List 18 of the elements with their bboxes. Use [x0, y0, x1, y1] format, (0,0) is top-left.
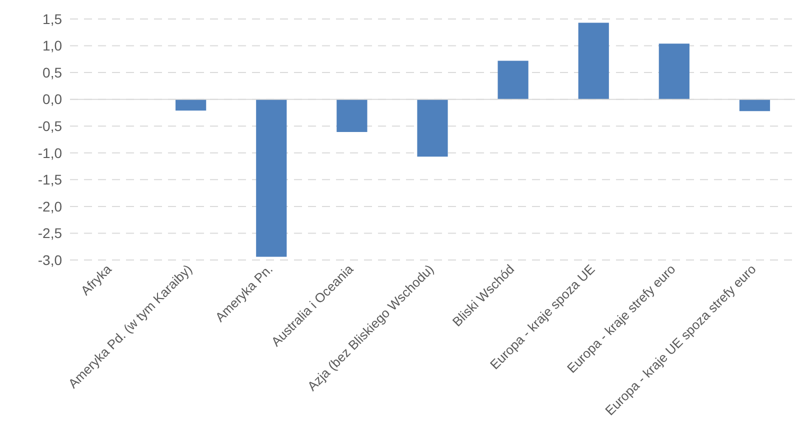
bar [176, 99, 206, 111]
bar [336, 99, 368, 132]
y-tick-label: -2,0 [38, 198, 62, 214]
bar [417, 99, 448, 157]
bar [578, 22, 609, 100]
y-tick-label: -1,5 [38, 172, 62, 188]
y-tick-label: 0,5 [42, 64, 62, 80]
bar [739, 99, 770, 112]
y-tick-label: -3,0 [38, 252, 62, 268]
bar [658, 44, 690, 100]
y-tick-label: 1,5 [42, 10, 62, 27]
y-tick-label: -0,5 [38, 118, 62, 134]
bar [498, 60, 528, 100]
bar [256, 99, 287, 257]
y-tick-label: -1,0 [38, 144, 62, 161]
y-tick-label: 0,0 [42, 91, 62, 108]
y-tick-label: -2,5 [38, 225, 62, 242]
y-tick-label: 1,0 [42, 38, 62, 54]
